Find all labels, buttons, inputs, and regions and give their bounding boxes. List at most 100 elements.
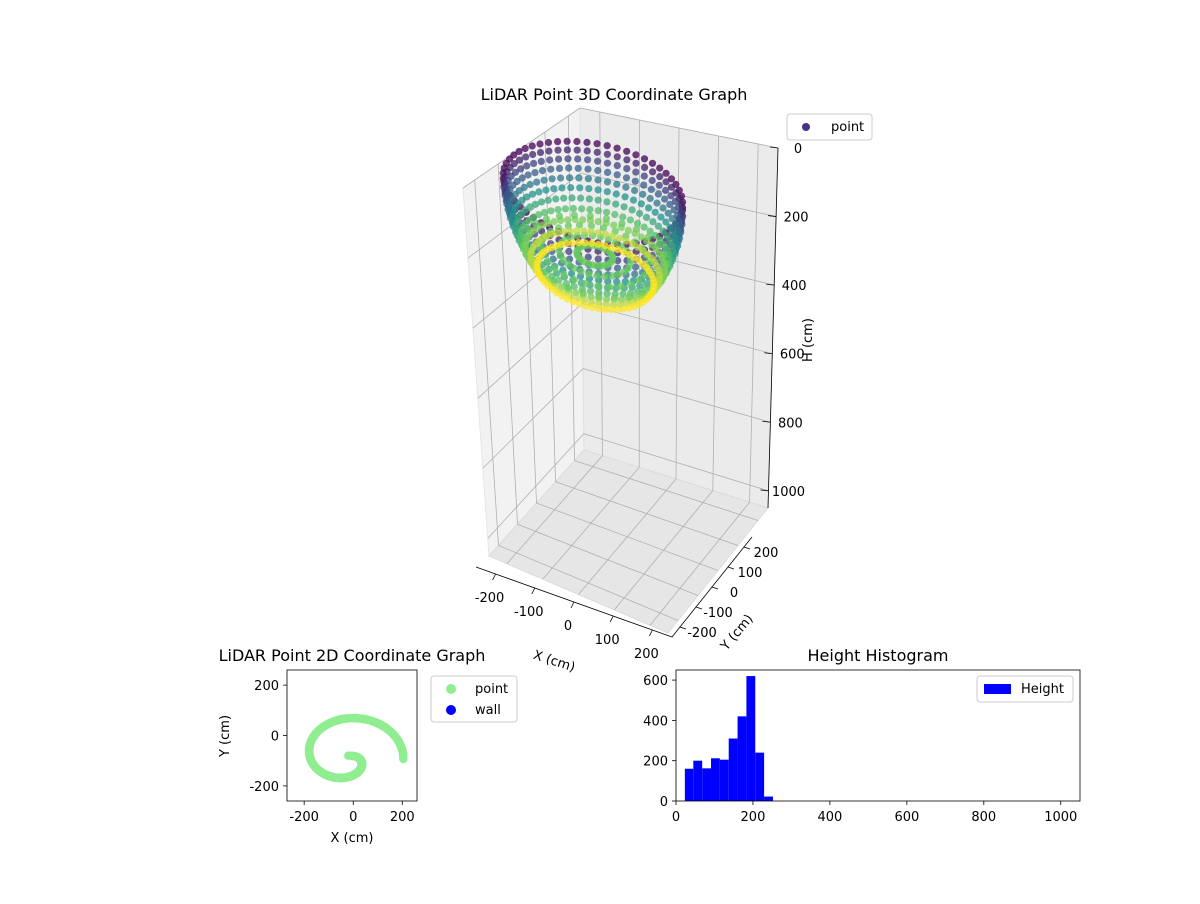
scatter-2d-point <box>307 754 315 762</box>
lidar-point-3d <box>532 240 539 247</box>
lidar-point-3d <box>583 139 590 146</box>
y-tick-3d <box>696 607 702 609</box>
chart-3d-title: LiDAR Point 3D Coordinate Graph <box>481 85 748 104</box>
x-tick-label-hist: 600 <box>894 810 919 825</box>
y-tick-label-3d: -100 <box>703 606 733 621</box>
legend-label-wall: wall <box>475 703 501 718</box>
lidar-point-3d <box>545 148 552 155</box>
scatter-2d-point <box>357 759 365 767</box>
lidar-point-3d <box>543 215 550 222</box>
lidar-point-3d <box>522 220 529 227</box>
lidar-point-3d <box>515 200 522 207</box>
lidar-point-3d <box>641 164 648 171</box>
x-tick-label-2d: 200 <box>390 810 415 825</box>
lidar-point-3d <box>627 216 634 223</box>
lidar-point-3d <box>588 228 595 235</box>
lidar-point-3d <box>537 149 544 156</box>
x-tick-label-2d: -200 <box>289 810 319 825</box>
lidar-point-3d <box>578 205 585 212</box>
y-tick-label-2d: 200 <box>254 679 279 694</box>
lidar-point-3d <box>641 155 648 162</box>
lidar-point-3d <box>584 147 591 154</box>
y-tick-label-hist: 200 <box>643 755 668 770</box>
lidar-point-3d <box>582 302 589 309</box>
scatter-2d-point <box>396 740 404 748</box>
x-axis-label-2d: X (cm) <box>331 831 374 846</box>
lidar-point-3d <box>564 216 571 223</box>
lidar-point-3d <box>606 283 613 290</box>
scatter-2d-point <box>315 727 323 735</box>
lidar-point-3d <box>595 186 602 193</box>
lidar-point-3d <box>661 196 668 203</box>
lidar-point-3d <box>614 153 621 160</box>
lidar-point-3d <box>523 162 530 169</box>
x-tick-label-hist: 0 <box>672 810 680 825</box>
lidar-point-3d <box>564 138 571 145</box>
lidar-point-3d <box>595 207 602 214</box>
x-tick-label-2d: 0 <box>349 810 357 825</box>
lidar-point-3d <box>595 229 602 236</box>
lidar-point-3d <box>594 149 601 156</box>
lidar-point-3d <box>638 233 645 240</box>
lidar-point-3d <box>579 216 586 223</box>
lidar-point-3d <box>506 155 513 162</box>
chart-3d: LiDAR Point 3D Coordinate Graph -200 -100… <box>463 85 872 675</box>
lidar-point-3d <box>663 170 670 177</box>
y-tick-label-3d: 100 <box>738 566 763 581</box>
lidar-point-3d <box>617 283 624 290</box>
lidar-point-3d <box>573 138 580 145</box>
histogram-legend: Height <box>977 676 1073 702</box>
lidar-point-3d <box>546 156 553 163</box>
scatter-2d-point <box>305 744 313 752</box>
lidar-point-3d <box>575 165 582 172</box>
lidar-point-3d <box>594 158 601 165</box>
lidar-point-3d <box>567 228 574 235</box>
lidar-point-3d <box>582 239 589 246</box>
lidar-point-3d <box>518 210 525 217</box>
lidar-point-3d <box>539 167 546 174</box>
lidar-point-3d <box>575 245 582 252</box>
lidar-point-3d <box>594 167 601 174</box>
lidar-point-3d <box>595 197 602 204</box>
lidar-point-3d <box>632 178 639 185</box>
lidar-point-3d <box>613 190 620 197</box>
lidar-point-3d <box>538 251 545 258</box>
lidar-point-3d <box>547 207 554 214</box>
lidar-point-3d <box>530 160 537 167</box>
lidar-point-3d <box>623 174 630 181</box>
lidar-point-3d <box>657 214 664 221</box>
lidar-point-3d <box>618 220 625 227</box>
chart-2d-title: LiDAR Point 2D Coordinate Graph <box>219 646 486 665</box>
lidar-point-3d <box>649 218 656 225</box>
lidar-point-3d <box>571 276 578 283</box>
z-tick-label-3d: 1000 <box>772 485 805 500</box>
lidar-point-3d <box>595 305 602 312</box>
scatter-2d-point <box>317 768 325 776</box>
lidar-point-3d <box>603 209 610 216</box>
scatter-2d-point <box>328 772 336 780</box>
histogram-bar <box>685 769 693 801</box>
lidar-point-3d <box>631 187 638 194</box>
lidar-point-3d <box>549 175 556 182</box>
lidar-point-3d <box>627 280 634 287</box>
lidar-point-3d <box>665 210 672 217</box>
lidar-point-3d <box>577 195 584 202</box>
lidar-point-3d <box>585 271 592 278</box>
lidar-point-3d <box>560 228 567 235</box>
x-tick-3d <box>532 588 535 594</box>
lidar-point-3d <box>636 210 643 217</box>
lidar-point-3d <box>547 166 554 173</box>
x-tick-label-3d: -200 <box>475 591 505 606</box>
lidar-point-3d <box>555 156 562 163</box>
y-tick-label-3d: 0 <box>730 586 738 601</box>
lidar-point-3d <box>574 147 581 154</box>
lidar-point-3d <box>594 140 601 147</box>
lidar-point-3d <box>550 185 557 192</box>
scatter-2d-point <box>344 772 352 780</box>
histogram-bar <box>755 753 764 801</box>
lidar-point-3d <box>595 241 602 248</box>
histogram-bar <box>738 716 747 801</box>
legend-marker-point <box>446 684 456 694</box>
lidar-point-3d <box>632 169 639 176</box>
